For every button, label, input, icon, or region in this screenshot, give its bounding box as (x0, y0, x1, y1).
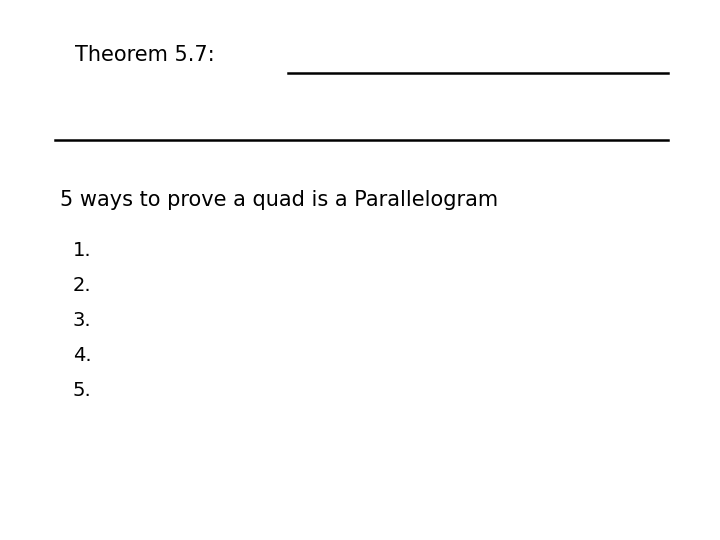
Text: 3.: 3. (73, 311, 91, 330)
Text: 5 ways to prove a quad is a Parallelogram: 5 ways to prove a quad is a Parallelogra… (60, 190, 498, 210)
Text: 1.: 1. (73, 241, 91, 260)
Text: 5.: 5. (73, 381, 91, 400)
Text: Theorem 5.7:: Theorem 5.7: (75, 45, 215, 65)
Text: 2.: 2. (73, 276, 91, 295)
Text: 4.: 4. (73, 346, 91, 365)
